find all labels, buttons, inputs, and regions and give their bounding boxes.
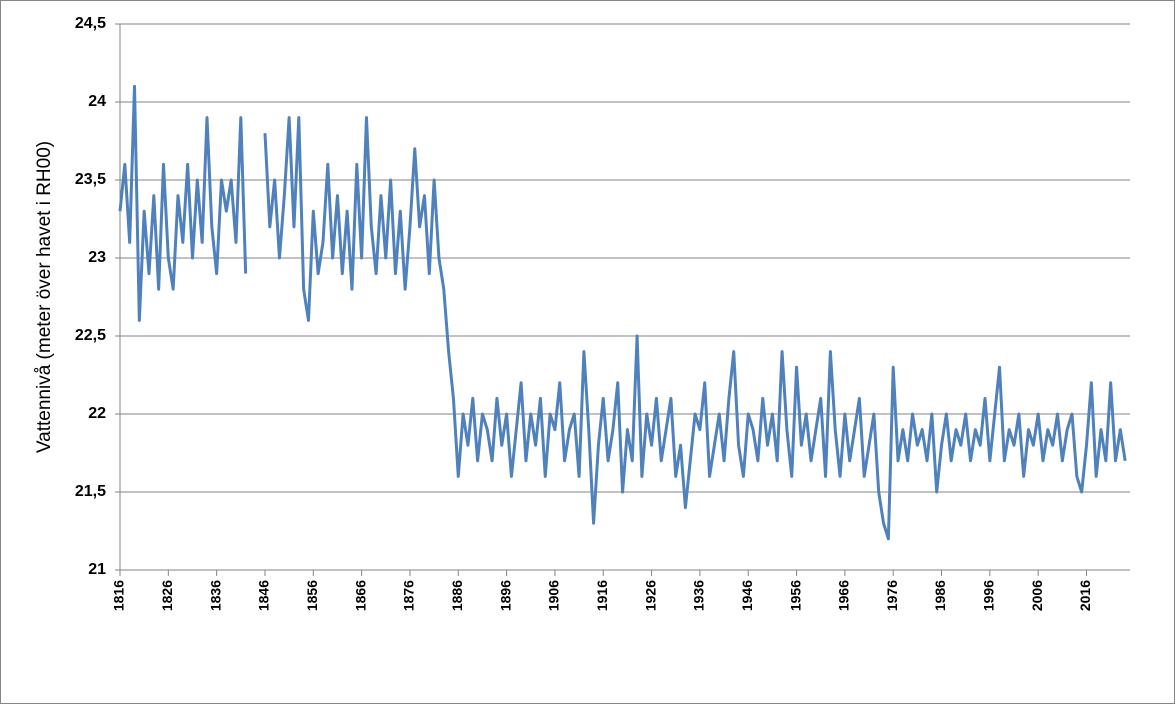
y-tick-label: 23 xyxy=(88,249,106,266)
y-tick-label: 21,5 xyxy=(75,483,106,500)
x-tick-label: 1826 xyxy=(159,580,175,611)
x-tick-label: 1896 xyxy=(497,580,513,611)
x-tick-label: 1856 xyxy=(304,580,320,611)
x-tick-label: 1906 xyxy=(546,580,562,611)
x-tick-label: 1976 xyxy=(884,580,900,611)
x-tick-label: 1866 xyxy=(352,580,368,611)
y-tick-label: 24,5 xyxy=(75,15,106,32)
x-tick-label: 1886 xyxy=(449,580,465,611)
y-tick-label: 22,5 xyxy=(75,327,106,344)
x-tick-label: 2006 xyxy=(1029,580,1045,611)
x-tick-label: 2016 xyxy=(1077,580,1093,611)
x-tick-label: 1876 xyxy=(401,580,417,611)
x-tick-label: 1946 xyxy=(739,580,755,611)
x-tick-label: 1916 xyxy=(594,580,610,611)
x-tick-label: 1986 xyxy=(932,580,948,611)
x-tick-label: 1846 xyxy=(256,580,272,611)
y-tick-label: 23,5 xyxy=(75,171,106,188)
y-axis-label: Vattennivå (meter över havet i RH00) xyxy=(34,141,55,453)
x-tick-label: 1816 xyxy=(111,580,127,611)
x-tick-label: 1956 xyxy=(787,580,803,611)
x-tick-label: 1996 xyxy=(981,580,997,611)
y-tick-label: 22 xyxy=(88,405,106,422)
y-tick-label: 24 xyxy=(88,93,106,110)
x-tick-label: 1936 xyxy=(691,580,707,611)
x-tick-label: 1836 xyxy=(207,580,223,611)
data-line xyxy=(118,84,1127,541)
x-tick-label: 1926 xyxy=(642,580,658,611)
y-tick-label: 21 xyxy=(88,561,106,578)
x-tick-label: 1966 xyxy=(836,580,852,611)
